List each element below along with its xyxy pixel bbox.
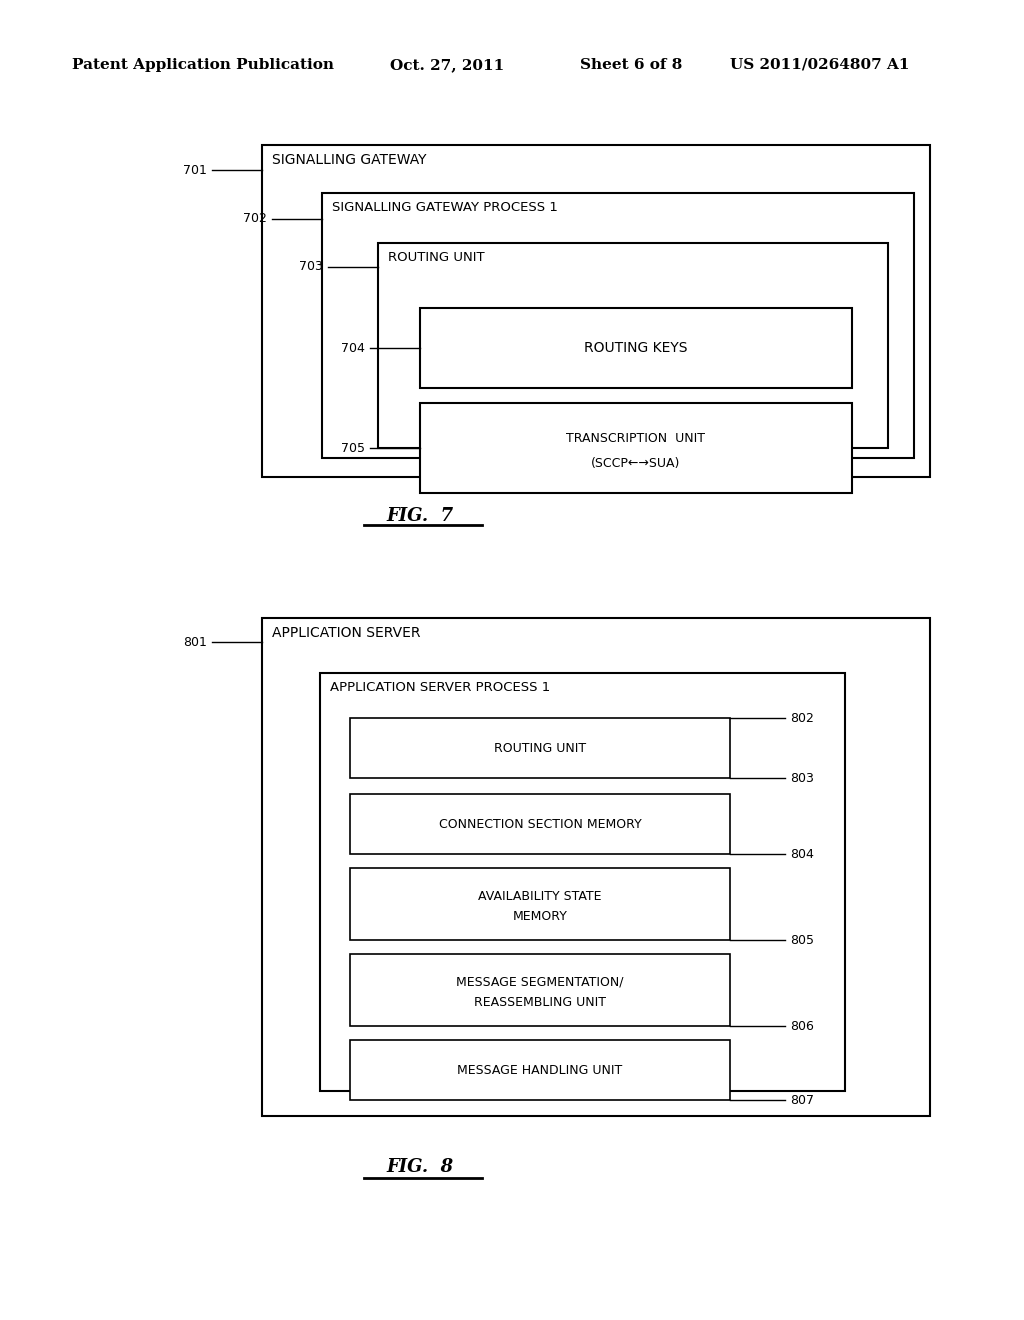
Text: FIG.  8: FIG. 8 (386, 1158, 454, 1176)
Bar (350, 1040, 730, 1100)
Bar (262, 618, 930, 1115)
Text: MESSAGE HANDLING UNIT: MESSAGE HANDLING UNIT (458, 1064, 623, 1077)
Text: 704: 704 (341, 342, 365, 355)
Text: FIG.  7: FIG. 7 (386, 507, 454, 525)
Bar (350, 869, 730, 940)
Text: US 2011/0264807 A1: US 2011/0264807 A1 (730, 58, 909, 73)
Text: 804: 804 (790, 847, 814, 861)
Bar (378, 243, 888, 447)
Bar (420, 308, 852, 388)
Bar (420, 403, 852, 492)
Text: Oct. 27, 2011: Oct. 27, 2011 (390, 58, 504, 73)
Bar (350, 954, 730, 1026)
Text: 705: 705 (341, 441, 365, 454)
Text: TRANSCRIPTION  UNIT: TRANSCRIPTION UNIT (566, 432, 706, 445)
Text: MEMORY: MEMORY (513, 909, 567, 923)
Text: SIGNALLING GATEWAY: SIGNALLING GATEWAY (272, 153, 427, 168)
Text: 806: 806 (790, 1019, 814, 1032)
Text: SIGNALLING GATEWAY PROCESS 1: SIGNALLING GATEWAY PROCESS 1 (332, 201, 558, 214)
Text: ROUTING KEYS: ROUTING KEYS (585, 341, 688, 355)
Text: APPLICATION SERVER: APPLICATION SERVER (272, 626, 421, 640)
Bar (350, 718, 730, 777)
Text: (SCCP←→SUA): (SCCP←→SUA) (591, 457, 681, 470)
Text: 803: 803 (790, 771, 814, 784)
Text: AVAILABILITY STATE: AVAILABILITY STATE (478, 890, 602, 903)
Text: 703: 703 (299, 260, 323, 273)
Text: 702: 702 (243, 213, 267, 226)
Text: APPLICATION SERVER PROCESS 1: APPLICATION SERVER PROCESS 1 (330, 681, 550, 694)
Text: 805: 805 (790, 933, 814, 946)
Text: ROUTING UNIT: ROUTING UNIT (388, 251, 484, 264)
Text: CONNECTION SECTION MEMORY: CONNECTION SECTION MEMORY (438, 817, 641, 830)
Text: ROUTING UNIT: ROUTING UNIT (494, 742, 586, 755)
Text: REASSEMBLING UNIT: REASSEMBLING UNIT (474, 995, 606, 1008)
Bar (350, 795, 730, 854)
Bar (262, 145, 930, 477)
Text: Patent Application Publication: Patent Application Publication (72, 58, 334, 73)
Text: Sheet 6 of 8: Sheet 6 of 8 (580, 58, 682, 73)
Text: MESSAGE SEGMENTATION/: MESSAGE SEGMENTATION/ (457, 975, 624, 989)
Text: 807: 807 (790, 1093, 814, 1106)
Text: 801: 801 (183, 635, 207, 648)
Bar (319, 673, 845, 1092)
Text: 802: 802 (790, 711, 814, 725)
Text: 701: 701 (183, 164, 207, 177)
Bar (322, 193, 914, 458)
